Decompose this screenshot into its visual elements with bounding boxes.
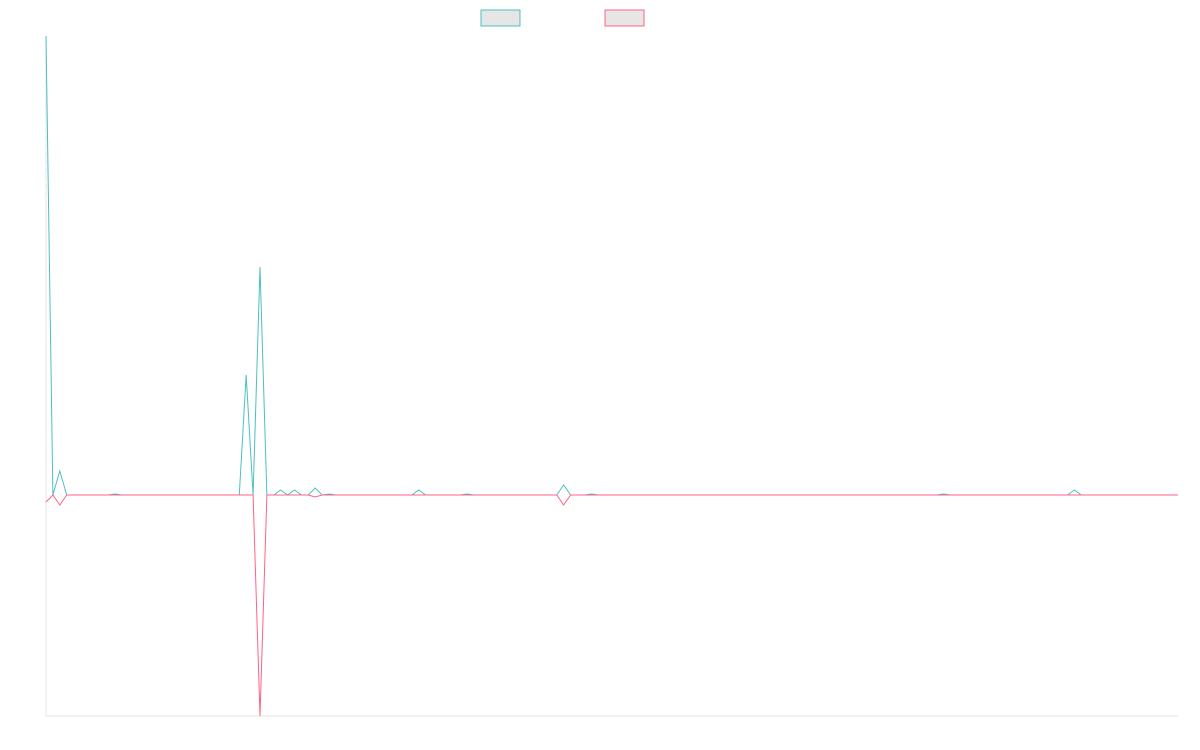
legend-box <box>604 9 645 27</box>
series-line <box>45 35 1178 496</box>
legend-box <box>480 9 521 27</box>
series-line <box>45 494 1178 717</box>
